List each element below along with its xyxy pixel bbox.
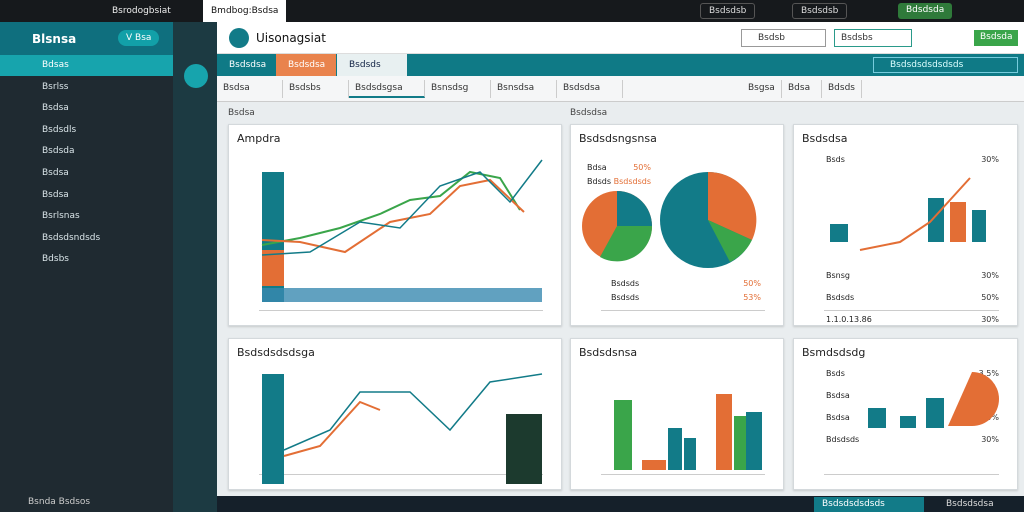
icon-rail [173, 22, 217, 512]
menu-item[interactable]: Bsdsa [42, 168, 69, 178]
sidebar-button[interactable]: V Bsa [118, 30, 160, 46]
top-button[interactable]: Bsdsdsb [792, 3, 848, 19]
menu-item[interactable]: Bsdsda [42, 146, 75, 157]
toolbar-button[interactable]: Bsdsbs [283, 80, 349, 98]
chart-area [824, 474, 999, 475]
card: Bsdsdsnsa [570, 338, 784, 490]
brand: Blsnsa [32, 32, 77, 46]
tab[interactable]: Bsdsdsa [229, 60, 267, 70]
menu-item[interactable]: Bsdsa [42, 103, 69, 114]
legend-label: Bdsds [587, 177, 611, 186]
menu-item[interactable]: Bsdsdls [42, 124, 77, 135]
legend-value: Bsdsdsds [613, 177, 651, 186]
tab[interactable]: Bsdsdsa [276, 54, 336, 76]
legend-label: Bsdsds [826, 293, 855, 302]
menu-item[interactable]: Bsdsdsndsds [42, 232, 101, 243]
legend-label: Bsdsds [611, 293, 640, 302]
legend-value: 50% [633, 163, 651, 172]
legend-label: 1.1.0.13.86 [826, 315, 872, 324]
legend-value: 30% [981, 155, 999, 164]
menu-item[interactable]: Bsdsa [42, 189, 69, 200]
legend-label: Bsnsg [826, 271, 850, 280]
chart-area [601, 474, 765, 475]
legend-value: 30% [981, 413, 999, 422]
card: Bsmdsdsdg Bsds 3.5% Bsdsa 32% Bsdsa 30% Bdsdsds… [793, 338, 1018, 490]
legend-value: 30% [981, 435, 999, 444]
bottom-button[interactable]: Bsdsdsdsdsds [814, 497, 924, 512]
legend-value: 53% [743, 293, 761, 302]
legend-value: 30% [981, 315, 999, 324]
header [217, 22, 1024, 54]
select[interactable]: Bsdsbs [834, 29, 912, 47]
toolbar-button[interactable]: Bsdsdsgsa [349, 80, 425, 98]
sidebar [0, 22, 173, 512]
toolbar-button[interactable]: Bsnsdsa [491, 80, 557, 98]
toolbar-button[interactable]: Bsdsa [217, 80, 283, 98]
search[interactable]: Bsdsdsdsdsdsds [873, 57, 1018, 73]
card-title: Bsdsdsa [802, 132, 848, 145]
card-title: Bsmdsdsdg [802, 346, 866, 359]
legend-value: 3.5% [978, 369, 999, 378]
legend-label: Bsdsa [826, 391, 850, 400]
menu-item[interactable]: Bdsas [0, 55, 173, 76]
legend-value: 50% [981, 293, 999, 302]
legend-label: Bsdsa [826, 413, 850, 422]
toolbar-button[interactable]: Bdsds [822, 80, 862, 98]
chart-area [601, 310, 765, 311]
legend-label: Bsds [826, 369, 845, 378]
legend-value: 32% [981, 391, 999, 400]
card: Bsdsdsdsdsga [228, 338, 562, 490]
tab[interactable]: Bsdsds [337, 54, 407, 76]
bottom-label: Bsdsdsdsa [946, 499, 994, 509]
card-title: Bsdsdsnsa [579, 346, 638, 359]
legend-label: Bsdsds [611, 279, 640, 288]
card: Bsdsdsngsnsa Bdsa 50% Bdsds Bsdsdsds Bsdsds 50… [570, 124, 784, 326]
top-button[interactable]: Bdsdsda [898, 3, 953, 19]
menu-item[interactable]: Bsrlss [42, 81, 69, 92]
section-label: Bsdsdsa [570, 108, 608, 118]
card-title: Ampdra [237, 132, 281, 145]
card: Ampdra [228, 124, 562, 326]
browser-tab[interactable]: Bmdbog:Bsdsa [203, 0, 287, 22]
top-button[interactable]: Bsdsdsb [700, 3, 756, 19]
toolbar-button[interactable]: Bsnsdsg [425, 80, 491, 98]
select[interactable]: Bsdsb [741, 29, 826, 47]
chart-area [259, 310, 543, 311]
legend-label: Bdsa [587, 163, 607, 172]
legend-value: 30% [981, 271, 999, 280]
browser-tab[interactable]: Bsrodogbsiat [112, 6, 171, 16]
rail-icon[interactable] [184, 64, 208, 88]
sidebar-footer: Bsnda Bsdsos [28, 497, 91, 507]
header-title: Uisonagsiat [256, 31, 326, 45]
legend-value: 50% [743, 279, 761, 288]
tab-bar [217, 54, 1024, 76]
card-title: Bsdsdsdsdsga [237, 346, 315, 359]
menu-item[interactable]: Bdsbs [42, 254, 69, 265]
header-button[interactable]: Bsdsda [974, 30, 1018, 46]
legend-label: Bsds [826, 155, 845, 164]
card: Bsdsdsa Bsds 30% Bsnsg 30% Bsdsds 50% 1.1.0.13.… [793, 124, 1018, 326]
menu-item[interactable]: Bsrlsnas [42, 211, 80, 222]
toolbar-button[interactable]: Bdsa [782, 80, 822, 98]
chart-area [824, 310, 999, 311]
chart-area [259, 474, 543, 475]
section-label: Bsdsa [228, 108, 255, 118]
logo [229, 28, 249, 48]
toolbar-button[interactable]: Bsgsa [742, 80, 782, 98]
toolbar-button[interactable]: Bsdsdsa [557, 80, 623, 98]
card-title: Bsdsdsngsnsa [579, 132, 657, 145]
legend-label: Bdsdsds [826, 435, 860, 444]
